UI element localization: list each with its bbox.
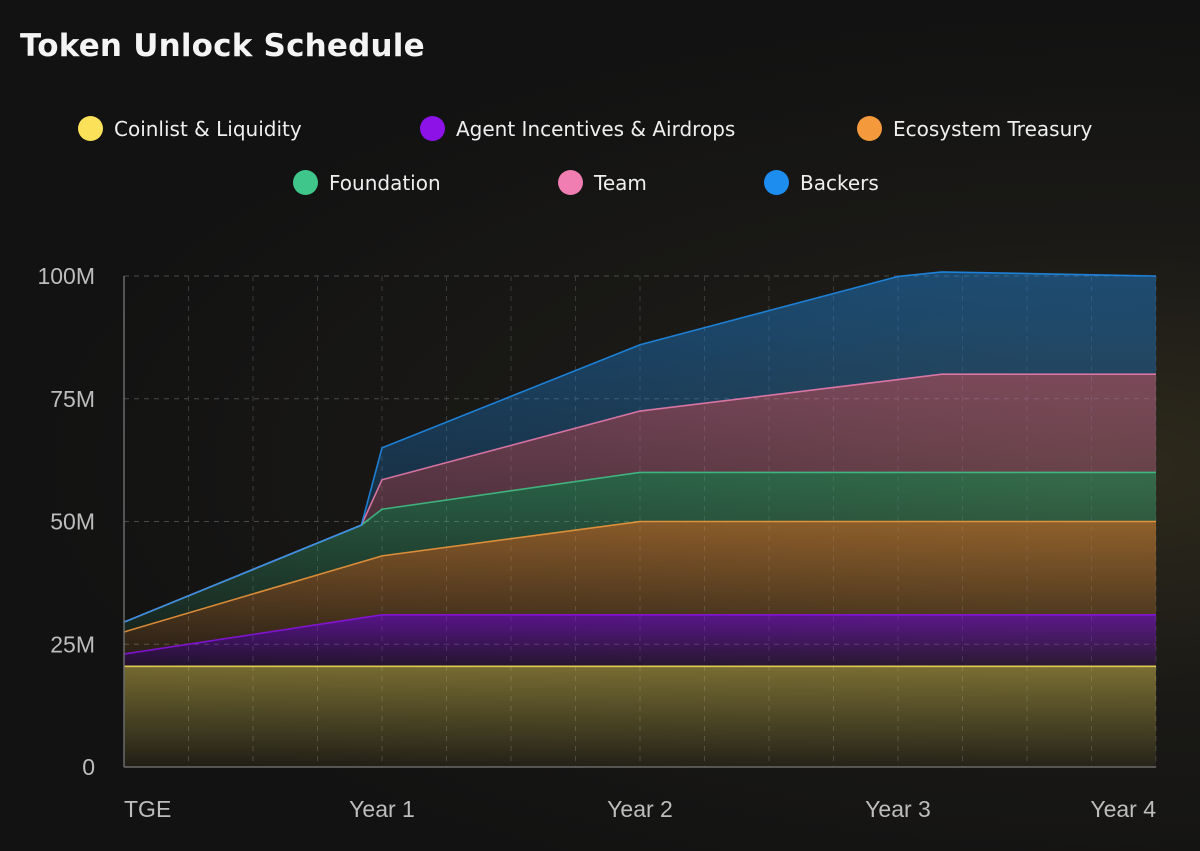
- axes: [123, 276, 1156, 768]
- line-agent: [123, 613, 1156, 655]
- y-tick-label: 0: [82, 754, 95, 780]
- legend-label-ecosystem: Ecosystem Treasury: [893, 116, 1093, 141]
- x-tick-labels: TGE Year 1 Year 2 Year 3 Year 4: [124, 796, 1156, 822]
- team-color-dot: [558, 170, 583, 195]
- chart-title: Token Unlock Schedule: [20, 28, 425, 64]
- legend-item-foundation[interactable]: Foundation: [293, 170, 441, 195]
- series-lines: [123, 271, 1157, 668]
- area-ecosystem: [124, 521, 1156, 655]
- agent-color-dot: [420, 116, 445, 141]
- x-tick-label: Year 2: [607, 796, 673, 822]
- legend-item-team[interactable]: Team: [558, 170, 647, 195]
- area-team: [124, 374, 1156, 623]
- y-tick-label: 25M: [50, 631, 95, 657]
- area-coinlist: [124, 666, 1156, 767]
- legend-label-team: Team: [594, 170, 647, 195]
- area-backers: [124, 271, 1156, 623]
- areas: [124, 271, 1156, 767]
- legend-row-2: Foundation Team Backers: [0, 170, 1200, 210]
- coinlist-color-dot: [78, 116, 103, 141]
- line-backers: [123, 271, 1157, 623]
- y-tick-label: 50M: [50, 509, 95, 535]
- area-foundation: [124, 472, 1156, 632]
- x-tick-label: TGE: [124, 796, 171, 822]
- y-tick-label: 100M: [37, 263, 95, 289]
- legend-label-coinlist: Coinlist & Liquidity: [114, 116, 302, 141]
- x-tick-label: Year 3: [865, 796, 931, 822]
- legend-label-foundation: Foundation: [329, 170, 441, 195]
- x-tick-label: Year 4: [1090, 796, 1156, 822]
- legend-item-coinlist[interactable]: Coinlist & Liquidity: [78, 116, 302, 141]
- legend-item-ecosystem[interactable]: Ecosystem Treasury: [857, 116, 1092, 141]
- y-tick-labels: 100M 75M 50M 25M 0: [37, 263, 95, 780]
- line-ecosystem: [123, 520, 1156, 633]
- legend-item-agent[interactable]: Agent Incentives & Airdrops: [420, 116, 735, 141]
- backers-color-dot: [764, 170, 789, 195]
- legend-label-backers: Backers: [800, 170, 879, 195]
- legend-item-backers[interactable]: Backers: [764, 170, 879, 195]
- x-tick-label: Year 1: [349, 796, 415, 822]
- legend-label-agent: Agent Incentives & Airdrops: [456, 116, 736, 141]
- legend-row-1: Coinlist & Liquidity Agent Incentives & …: [0, 116, 1200, 156]
- ecosystem-color-dot: [857, 116, 882, 141]
- foundation-color-dot: [293, 170, 318, 195]
- y-tick-label: 75M: [50, 386, 95, 412]
- area-agent: [124, 614, 1156, 667]
